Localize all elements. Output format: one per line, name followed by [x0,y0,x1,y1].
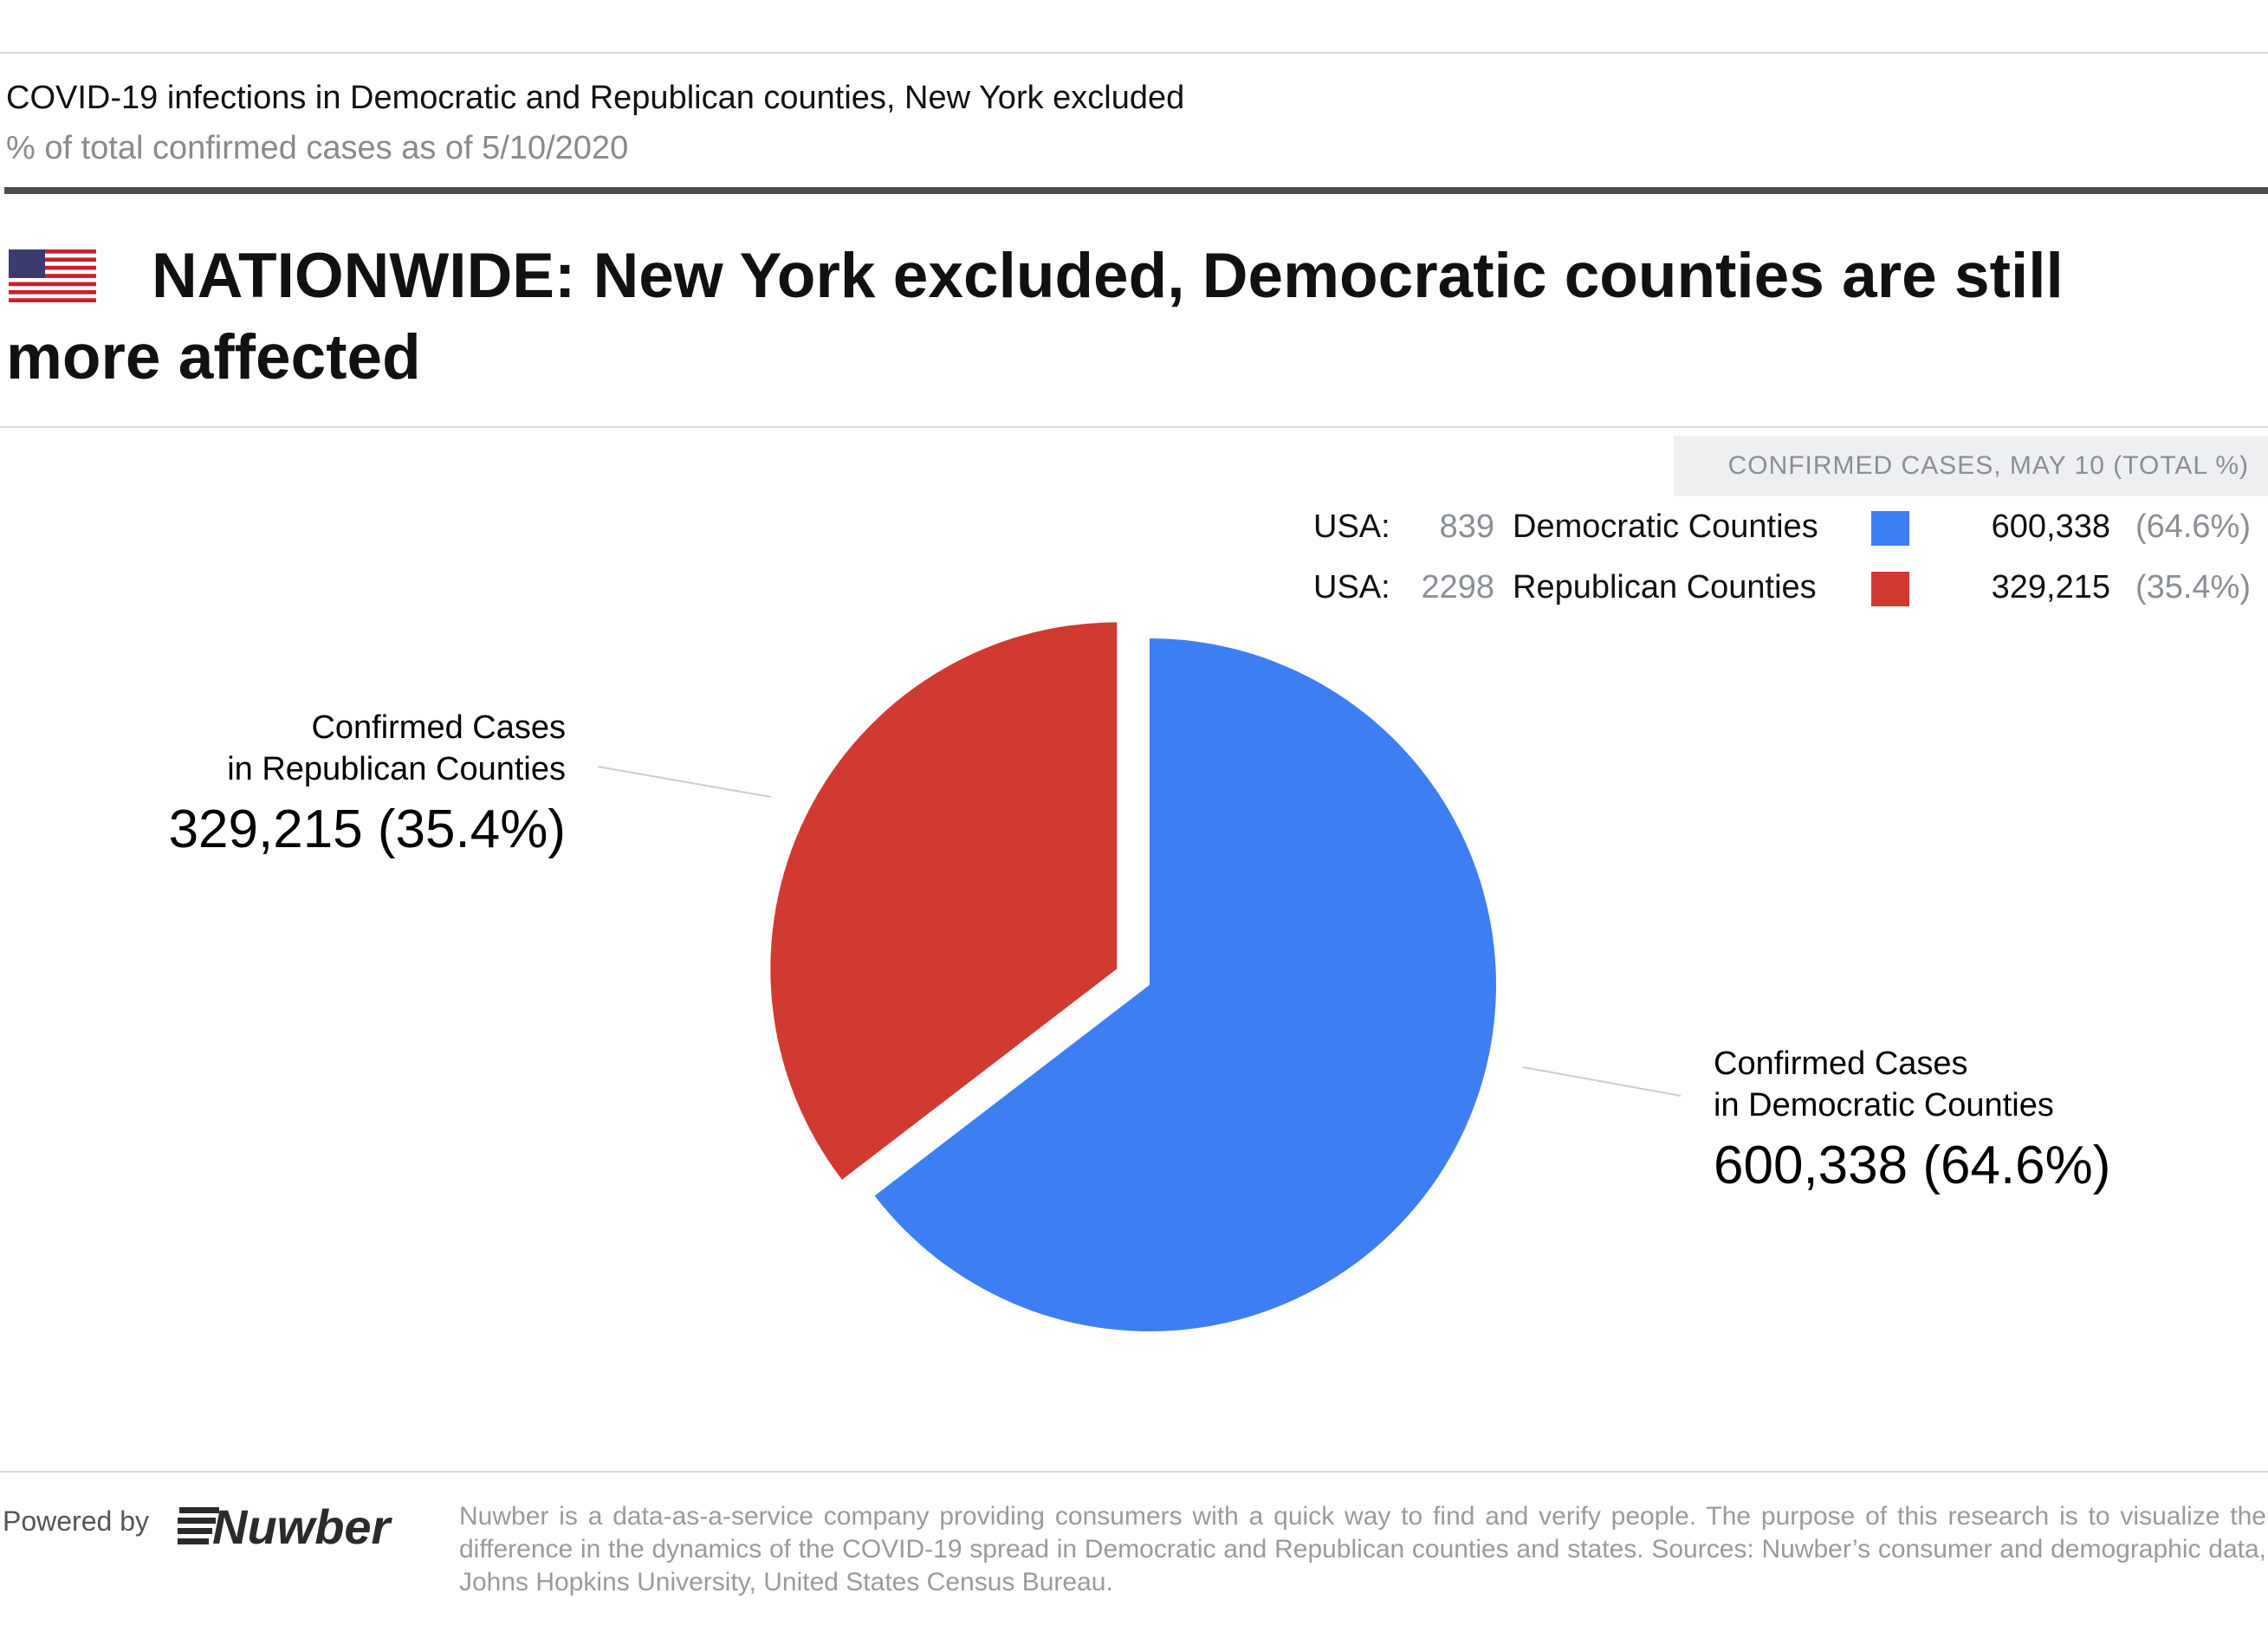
pie-slice-republican [770,622,1118,1180]
legend-row-1-name: Democratic Counties [1513,508,1818,545]
chart-subtitle: % of total confirmed cases as of 5/10/20… [6,130,629,166]
headline: NATIONWIDE: New York excluded, Democrati… [6,236,2224,398]
legend-row-1-prefix: USA: [1313,508,1390,545]
legend-header-text: CONFIRMED CASES, MAY 10 (TOTAL %) [1727,451,2249,480]
section-divider [0,426,2268,428]
legend-row-2-name: Republican Counties [1513,569,1817,605]
callout-republican-value: 329,215 (35.4%) [169,800,566,859]
header-divider [4,187,2268,194]
callout-republican-line2: in Republican Counties [227,751,566,787]
callout-democratic-line1: Confirmed Cases [1714,1046,1968,1082]
legend-header: CONFIRMED CASES, MAY 10 (TOTAL %) [1674,436,2268,496]
legend-row-2-value: 329,215 [1991,569,2110,605]
nuwber-logo-text: Nuwber [212,1499,393,1551]
pie-slice-democratic [874,638,1496,1331]
nuwber-logo: Nuwber [178,1499,393,1551]
leader-line-democratic [1522,1066,1682,1097]
us-flag-icon [9,249,96,302]
leader-line-republican [597,766,772,798]
legend-swatch-democratic [1871,511,1909,546]
legend-swatch-republican [1871,572,1909,606]
powered-by-label: Powered by [3,1505,149,1537]
legend-row-1-value: 600,338 [1991,508,2110,545]
footer-note: Nuwber is a data-as-a-service company pr… [459,1502,2266,1596]
callout-republican-line1: Confirmed Cases [311,709,566,746]
legend-row-1-count: 839 [1439,508,1494,545]
legend-row-2-prefix: USA: [1313,569,1390,605]
footer-divider [0,1471,2268,1473]
callout-democratic-line2: in Democratic Counties [1714,1087,2054,1123]
legend-row-1-pct: (64.6%) [2135,508,2251,545]
top-divider [0,52,2268,54]
chart-title: COVID-19 infections in Democratic and Re… [6,80,1185,116]
legend-row-2-pct: (35.4%) [2135,569,2251,605]
legend-row-2-count: 2298 [1421,569,1494,605]
callout-democratic-value: 600,338 (64.6%) [1714,1136,2110,1195]
headline-text: NATIONWIDE: New York excluded, Democrati… [6,241,2064,392]
